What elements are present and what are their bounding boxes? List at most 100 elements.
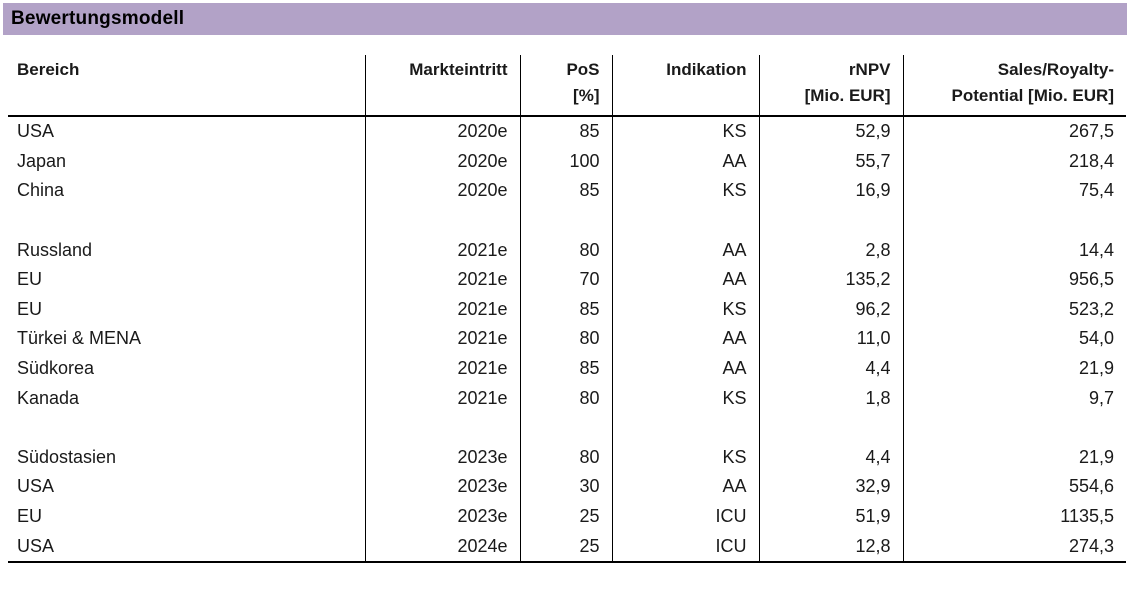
table-row: USA 2023e 30 AA 32,9 554,6 [8,472,1126,502]
cell-pos: 85 [519,353,612,384]
cell-indikation: AA [611,146,759,177]
cell-sales: 523,2 [902,294,1126,325]
cell-pos: 80 [519,235,612,265]
spacer-row [8,412,1126,443]
cell-sales: 554,6 [902,472,1126,502]
cell-indikation [611,412,759,443]
cell-rnpv: 52,9 [758,116,903,147]
cell-sales: 274,3 [902,531,1126,563]
table-row: Südostasien 2023e 80 KS 4,4 21,9 [8,442,1126,473]
cell-bereich: Türkei & MENA [17,328,142,349]
table-body: USA 2020e 85 KS 52,9 267,5 Japan 2020e 100 AA 55,7… [8,116,1126,563]
cell-sales [902,205,1126,236]
page-title: Bewertungsmodell [11,8,185,29]
column-header-pos-line1: PoS [566,60,600,79]
cell-bereich [8,206,365,236]
cell-rnpv [758,412,903,443]
cell-bereich: China [17,180,65,201]
cell-markteintritt [364,412,520,443]
cell-pos: 85 [519,116,612,147]
cell-indikation: AA [611,353,759,384]
cell-bereich: Südkorea [17,358,95,379]
column-header-markteintritt: Markteintritt [364,55,520,117]
cell-indikation: KS [611,383,759,413]
cell-indikation: AA [611,264,759,295]
cell-rnpv: 55,7 [758,146,903,177]
cell-indikation: KS [611,176,759,206]
cell-markteintritt: 2020e [364,146,520,177]
column-header-bereich-line1: Bereich [17,60,80,79]
cell-rnpv: 12,8 [758,531,903,563]
cell-rnpv: 51,9 [758,501,903,532]
cell-markteintritt: 2021e [364,235,520,265]
cell-pos: 80 [519,324,612,354]
cell-bereich: Kanada [17,387,80,408]
cell-indikation: AA [611,235,759,265]
cell-markteintritt [364,205,520,236]
cell-pos: 25 [519,531,612,563]
column-header-rnpv: rNPV [Mio. EUR] [758,55,903,117]
cell-indikation: AA [611,472,759,502]
table-row: EU 2021e 85 KS 96,2 523,2 [8,294,1126,325]
cell-sales [902,412,1126,443]
cell-bereich: Japan [17,150,67,171]
cell-bereich: EU [17,506,43,527]
table-row: Kanada 2021e 80 KS 1,8 9,7 [8,383,1126,413]
table-row: Südkorea 2021e 85 AA 4,4 21,9 [8,353,1126,384]
column-header-pos: PoS [%] [519,55,612,117]
cell-indikation: AA [611,324,759,354]
title-bar: Bewertungsmodell [3,3,1127,35]
cell-bereich: EU [17,269,43,290]
cell-rnpv: 135,2 [758,264,903,295]
table-row: Japan 2020e 100 AA 55,7 218,4 [8,146,1126,177]
cell-rnpv: 4,4 [758,353,903,384]
cell-markteintritt: 2023e [364,442,520,473]
cell-pos [519,412,612,443]
table-row: EU 2021e 70 AA 135,2 956,5 [8,264,1126,295]
cell-sales: 1135,5 [902,501,1126,532]
cell-pos: 85 [519,294,612,325]
cell-sales: 75,4 [902,176,1126,206]
table-row: EU 2023e 25 ICU 51,9 1135,5 [8,501,1126,532]
cell-bereich: USA [17,476,55,497]
cell-indikation: KS [611,116,759,147]
cell-markteintritt: 2021e [364,264,520,295]
valuation-table: Bereich Markteintritt PoS [%] Indikation rNPV… [8,55,1126,563]
column-header-sales-line2: Potential [Mio. EUR] [951,86,1114,105]
cell-pos: 30 [519,472,612,502]
cell-markteintritt: 2021e [364,324,520,354]
cell-rnpv: 11,0 [758,324,903,354]
cell-indikation: ICU [611,501,759,532]
column-header-bereich: Bereich [8,55,365,117]
spacer-row [8,205,1126,236]
cell-sales: 267,5 [902,116,1126,147]
column-header-sales: Sales/Royalty- Potential [Mio. EUR] [902,55,1126,117]
cell-pos: 25 [519,501,612,532]
column-header-indikation-line1: Indikation [666,60,747,79]
cell-indikation: KS [611,294,759,325]
cell-sales: 21,9 [902,353,1126,384]
cell-sales: 14,4 [902,235,1126,265]
cell-rnpv: 96,2 [758,294,903,325]
cell-bereich: USA [17,121,55,142]
cell-pos: 80 [519,442,612,473]
cell-rnpv: 1,8 [758,383,903,413]
cell-markteintritt: 2020e [364,176,520,206]
cell-rnpv: 4,4 [758,442,903,473]
column-header-indikation: Indikation [611,55,759,117]
table-row: China 2020e 85 KS 16,9 75,4 [8,176,1126,206]
cell-sales: 956,5 [902,264,1126,295]
column-header-markteintritt-line1: Markteintritt [409,60,508,79]
cell-markteintritt: 2021e [364,294,520,325]
cell-pos [519,205,612,236]
cell-rnpv [758,205,903,236]
cell-sales: 9,7 [902,383,1126,413]
cell-markteintritt: 2021e [364,353,520,384]
cell-indikation: KS [611,442,759,473]
column-header-pos-line2: [%] [573,86,600,105]
cell-sales: 21,9 [902,442,1126,473]
cell-sales: 54,0 [902,324,1126,354]
cell-sales: 218,4 [902,146,1126,177]
cell-pos: 70 [519,264,612,295]
column-header-sales-line1: Sales/Royalty- [997,60,1114,79]
